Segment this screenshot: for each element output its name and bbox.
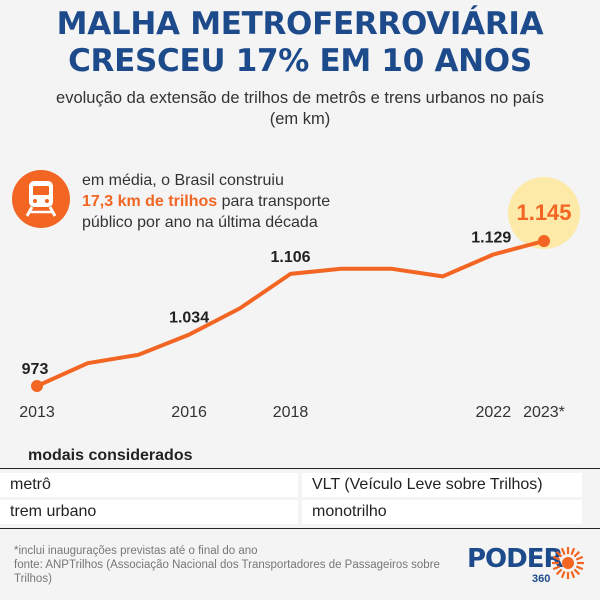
- footnote-source: fonte: ANPTrilhos (Associação Nacional d…: [14, 559, 440, 585]
- data-label: 973: [22, 361, 49, 378]
- footnote-line-1: *inclui inaugurações previstas até o fin…: [14, 545, 258, 557]
- logo-word: PODER: [467, 544, 564, 574]
- modal-item: metrô: [0, 473, 298, 497]
- modal-item: VLT (Veículo Leve sobre Trilhos): [302, 473, 582, 497]
- train-icon: [12, 170, 70, 228]
- data-point: [31, 380, 43, 392]
- logo-number: 360: [532, 573, 551, 585]
- table-divider-bottom: [0, 528, 600, 529]
- data-point: [538, 235, 550, 247]
- page-subtitle: evolução da extensão de trilhos de metrô…: [0, 88, 600, 130]
- modal-item: monotrilho: [302, 500, 582, 524]
- x-tick-label: 2016: [171, 404, 207, 421]
- x-tick-label: 2022: [476, 404, 512, 421]
- callout-highlight: 17,3 km de trilhos: [82, 193, 218, 210]
- data-label: 1.129: [471, 229, 511, 246]
- callout-line-1: em média, o Brasil construiu: [82, 172, 284, 189]
- series-line: [35, 239, 546, 388]
- title-line-2: CRESCEU 17% EM 10 ANOS: [68, 43, 532, 79]
- callout-line-3: público por ano na última década: [82, 214, 318, 231]
- callout-text: em média, o Brasil construiu 17,3 km de …: [82, 170, 330, 233]
- x-tick-label: 2018: [273, 404, 309, 421]
- data-label: 1.106: [270, 249, 310, 266]
- sun-icon: [552, 547, 584, 579]
- footnote: *inclui inaugurações previstas até o fin…: [14, 544, 454, 586]
- modals-heading: modais considerados: [28, 447, 193, 464]
- callout-line-2-rest: para transporte: [217, 193, 331, 210]
- table-divider-top: [0, 468, 600, 469]
- modal-item: trem urbano: [0, 500, 298, 524]
- subtitle-line-1: evolução da extensão de trilhos de metrô…: [56, 89, 544, 107]
- page-title: MALHA METROFERROVIÁRIA CRESCEU 17% EM 10…: [0, 6, 600, 80]
- x-tick-label: 2013: [19, 404, 55, 421]
- title-line-1: MALHA METROFERROVIÁRIA: [56, 6, 544, 42]
- x-tick-label: 2023*: [523, 404, 565, 421]
- subtitle-line-2: (em km): [269, 110, 331, 128]
- callout-line-2: 17,3 km de trilhos para transporte: [82, 191, 330, 212]
- data-label: 1.145: [516, 200, 571, 225]
- data-label: 1.034: [169, 310, 209, 327]
- highlight-circle: [508, 177, 580, 249]
